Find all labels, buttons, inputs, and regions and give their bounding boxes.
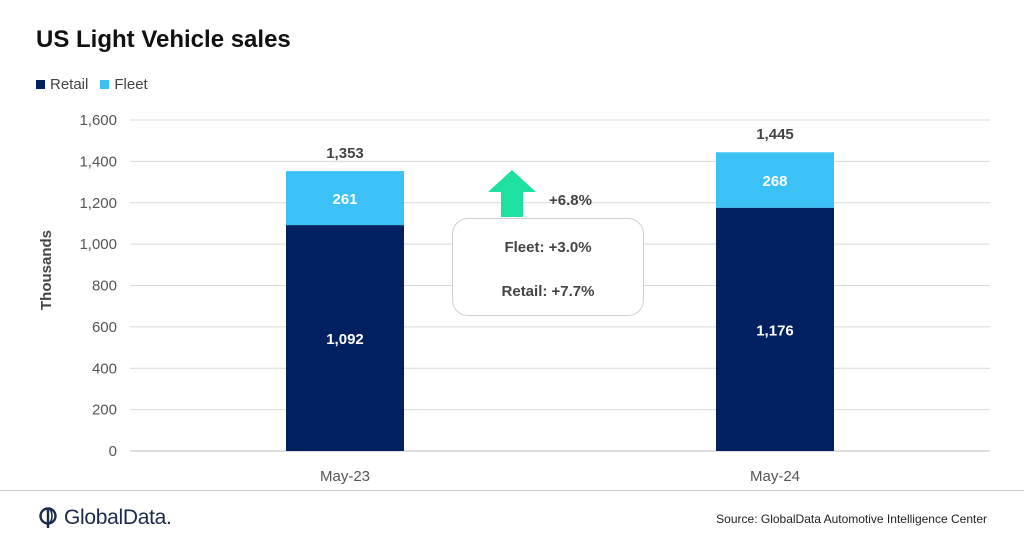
total-change-label: +6.8% [549,192,592,209]
value-label-retail: 1,176 [756,322,794,339]
y-tick-label: 400 [92,360,117,377]
y-tick-label: 800 [92,278,117,295]
bar-retail [286,225,404,451]
legend-item-fleet: Fleet [100,76,148,93]
legend-swatch-retail [36,80,45,89]
chart-title: US Light Vehicle sales [36,26,291,53]
value-label-fleet: 261 [332,191,357,208]
bar-fleet [286,171,404,226]
y-tick-label: 200 [92,402,117,419]
y-tick-label: 600 [92,319,117,336]
globaldata-logo-text: GlobalData. [64,506,172,529]
change-callout: Fleet: +3.0% Retail: +7.7% [452,218,644,316]
y-tick-label: 1,400 [79,153,117,170]
globaldata-logo: GlobalData. [38,506,172,530]
legend-item-retail: Retail [36,76,88,93]
value-labels: 1,092 261 1,353 1,176 268 1,445 [326,126,794,348]
legend: Retail Fleet [36,76,148,93]
total-label: 1,445 [756,126,794,143]
y-axis-label: Thousands [38,230,55,310]
legend-swatch-fleet [100,80,110,89]
value-label-fleet: 268 [762,173,787,190]
y-tick-label: 1,600 [79,112,117,129]
legend-label-retail: Retail [50,76,89,93]
up-arrow-shape [488,170,536,217]
y-tick-label: 0 [109,443,117,460]
x-tick-label: May-24 [750,468,800,485]
source-note: Source: GlobalData Automotive Intelligen… [716,512,987,526]
bars [286,152,834,451]
fleet-change-label: Fleet: +3.0% [504,239,592,256]
footer-divider [0,490,1024,491]
y-tick-label: 1,000 [79,236,117,253]
bar-retail [716,207,834,451]
value-label-retail: 1,092 [326,331,364,348]
retail-change-label: Retail: +7.7% [501,283,595,300]
x-tick-labels: May-23 May-24 [320,468,800,485]
globaldata-logo-icon [39,507,57,528]
total-label: 1,353 [326,145,364,162]
legend-label-fleet: Fleet [114,76,148,93]
x-tick-label: May-23 [320,468,370,485]
y-tick-labels: 0 200 400 600 800 1,000 1,200 1,400 1,600 [79,112,117,460]
y-tick-label: 1,200 [79,195,117,212]
up-arrow-icon [488,170,536,217]
bar-fleet [716,152,834,208]
